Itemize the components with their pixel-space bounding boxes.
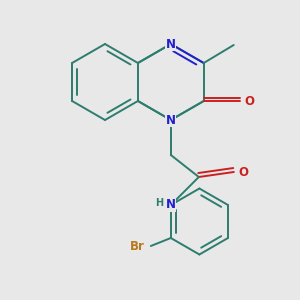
Text: H: H [155,198,163,208]
Text: O: O [239,166,249,178]
Text: Br: Br [129,239,144,253]
Text: N: N [166,113,176,127]
Text: O: O [245,94,255,107]
Text: N: N [166,199,176,212]
Text: N: N [166,38,176,50]
